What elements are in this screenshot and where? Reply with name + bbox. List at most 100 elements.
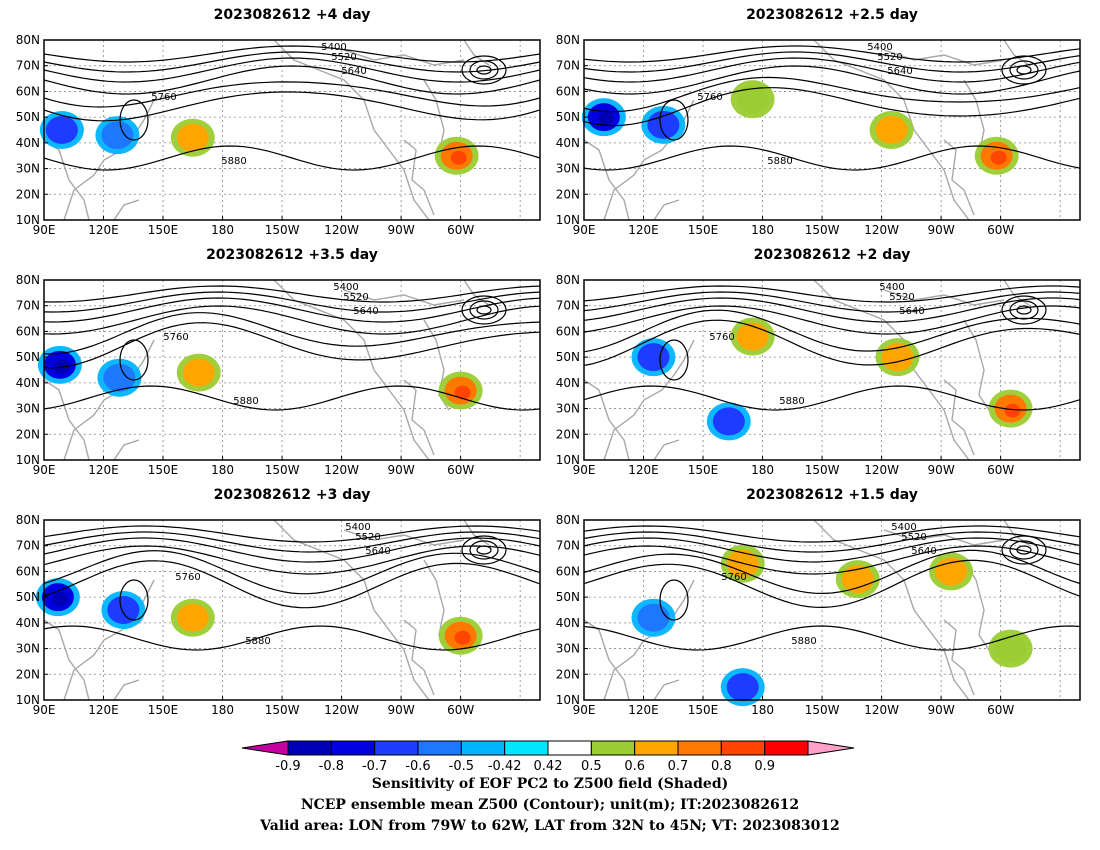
colorbar-box xyxy=(417,740,462,756)
lat-tick-label: 50N xyxy=(16,350,40,364)
contour-label: 5400 xyxy=(321,42,346,53)
lon-tick-label: 120W xyxy=(324,223,359,237)
contour-label: 5640 xyxy=(353,306,378,317)
contour-label: 5880 xyxy=(221,156,246,167)
lat-tick-label: 30N xyxy=(16,162,40,176)
contour-label: 5520 xyxy=(331,52,356,63)
lat-tick-label: 10N xyxy=(556,453,580,467)
lat-tick-label: 20N xyxy=(16,427,40,441)
lat-tick-label: 20N xyxy=(16,187,40,201)
lon-tick-labels: 90E 120E 150E 180 150W 120W 90W 60W xyxy=(33,216,474,237)
colorbar-box xyxy=(634,740,679,756)
lon-tick-label: 90E xyxy=(573,703,596,717)
lat-tick-label: 70N xyxy=(556,59,580,73)
lat-tick-label: 10N xyxy=(16,213,40,227)
caption-line-3: Valid area: LON from 79W to 62W, LAT fro… xyxy=(260,818,840,834)
lon-tick-labels: 90E 120E 150E 180 150W 120W 90W 60W xyxy=(573,216,1014,237)
lon-tick-label: 180 xyxy=(751,463,774,477)
lon-tick-label: 120W xyxy=(864,463,899,477)
lon-tick-label: 120E xyxy=(628,703,659,717)
lat-tick-label: 60N xyxy=(16,84,40,98)
sensitivity-region-core xyxy=(450,150,467,165)
lon-tick-label: 120W xyxy=(324,463,359,477)
lon-tick-label: 180 xyxy=(751,703,774,717)
lon-tick-label: 180 xyxy=(751,223,774,237)
lat-tick-label: 60N xyxy=(556,324,580,338)
lat-tick-labels: 10N 20N 30N 40N 50N 60N 70N 80N xyxy=(16,33,48,227)
lat-tick-label: 40N xyxy=(556,616,580,630)
lon-tick-labels: 90E 120E 150E 180 150W 120W 90W 60W xyxy=(33,696,474,717)
sensitivity-region xyxy=(101,121,134,150)
colorbar-box xyxy=(677,740,722,756)
lon-tick-label: 60W xyxy=(987,223,1014,237)
lat-tick-labels: 10N 20N 30N 40N 50N 60N 70N 80N xyxy=(16,513,48,707)
sensitivity-region-core xyxy=(51,592,68,607)
sensitivity-region xyxy=(647,110,680,139)
colorbar-label: -0.7 xyxy=(362,759,387,774)
lat-tick-label: 30N xyxy=(556,402,580,416)
colorbar-label: -0.9 xyxy=(275,759,300,774)
sensitivity-region-core xyxy=(597,112,614,127)
contour-label: 5880 xyxy=(791,636,816,647)
lat-tick-label: 40N xyxy=(16,616,40,630)
contour-label: 5640 xyxy=(899,306,924,317)
map-frame xyxy=(43,279,541,461)
height-contours xyxy=(43,45,541,171)
lon-tick-label: 120E xyxy=(88,223,119,237)
lon-tick-label: 90W xyxy=(928,463,955,477)
lon-tick-label: 60W xyxy=(447,703,474,717)
sensitivity-region xyxy=(182,358,215,387)
contour-label: 5880 xyxy=(233,396,258,407)
height-contours xyxy=(583,525,1081,651)
sensitivity-shading xyxy=(37,345,483,410)
lon-tick-label: 150E xyxy=(148,223,179,237)
lat-tick-label: 80N xyxy=(556,273,580,287)
lon-tick-label: 120E xyxy=(88,703,119,717)
grid-lines xyxy=(44,280,540,460)
lon-tick-label: 90W xyxy=(928,703,955,717)
colorbar: -0.9 -0.8 -0.7 -0.6 -0.5 -0.42 0.42 0.5 0.6 0.7 0.… xyxy=(241,740,855,774)
colorbar-arrow-high xyxy=(807,740,855,756)
contour-label: 5520 xyxy=(343,292,368,303)
lat-tick-label: 60N xyxy=(16,324,40,338)
map-frame xyxy=(583,519,1081,701)
lon-tick-label: 90W xyxy=(388,703,415,717)
contour-label: 5640 xyxy=(911,546,936,557)
contour-label: 5760 xyxy=(151,92,176,103)
lat-tick-label: 70N xyxy=(16,299,40,313)
sensitivity-region xyxy=(637,343,670,372)
lat-tick-label: 10N xyxy=(556,213,580,227)
lon-tick-label: 120E xyxy=(628,223,659,237)
colorbar-label: -0.5 xyxy=(449,759,474,774)
sensitivity-region xyxy=(176,123,209,152)
coastlines xyxy=(583,279,1030,461)
height-contours xyxy=(43,525,541,651)
grid-lines xyxy=(584,280,1080,460)
contour-label: 5640 xyxy=(887,66,912,77)
colorbar-label: -0.6 xyxy=(405,759,430,774)
lon-tick-label: 150W xyxy=(265,703,300,717)
contour-label: 5880 xyxy=(767,156,792,167)
coastlines xyxy=(583,39,1030,221)
sensitivity-region-core xyxy=(454,385,471,400)
colorbar-box xyxy=(504,740,549,756)
contour-label: 5400 xyxy=(891,522,916,533)
lon-tick-labels: 90E 120E 150E 180 150W 120W 90W 60W xyxy=(573,696,1014,717)
lon-tick-label: 90W xyxy=(388,223,415,237)
lon-tick-label: 60W xyxy=(447,223,474,237)
lon-tick-label: 120W xyxy=(864,223,899,237)
lat-tick-label: 20N xyxy=(556,667,580,681)
panel-title-1: 2023082612 +4 day xyxy=(213,7,371,23)
lat-tick-label: 80N xyxy=(16,33,40,47)
lat-tick-label: 50N xyxy=(16,590,40,604)
contour-label: 5760 xyxy=(163,332,188,343)
lat-tick-label: 10N xyxy=(16,453,40,467)
colorbar-box xyxy=(764,740,809,756)
lat-tick-label: 70N xyxy=(16,59,40,73)
